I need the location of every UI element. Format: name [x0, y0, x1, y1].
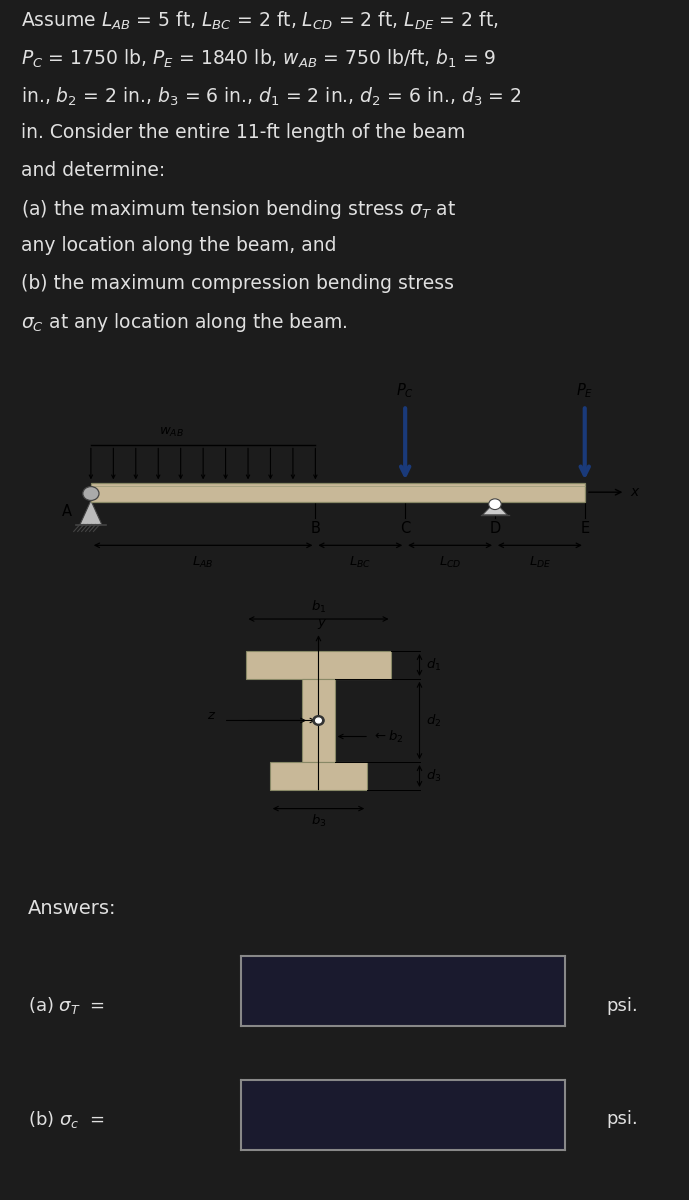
Text: D: D	[489, 521, 501, 535]
Text: B: B	[311, 521, 320, 535]
Polygon shape	[482, 502, 507, 515]
Text: $x$: $x$	[630, 485, 640, 499]
Circle shape	[489, 499, 501, 510]
Circle shape	[83, 486, 99, 500]
Text: (b) $\sigma_c$  =: (b) $\sigma_c$ =	[28, 1109, 104, 1129]
Bar	[245, 652, 391, 679]
Text: $L_{DE}$: $L_{DE}$	[528, 554, 551, 570]
Text: $d_3$: $d_3$	[426, 768, 441, 784]
Bar	[270, 762, 367, 790]
Bar	[91, 482, 585, 502]
Text: $L_{CD}$: $L_{CD}$	[439, 554, 462, 570]
Circle shape	[313, 715, 324, 725]
Text: $P_E$: $P_E$	[576, 382, 593, 400]
Text: $d_1$: $d_1$	[426, 656, 441, 673]
Text: A: A	[62, 504, 72, 520]
Text: Answers:: Answers:	[28, 899, 116, 918]
Text: $P_C$ = 1750 lb, $P_E$ = 1840 lb, $w_{AB}$ = 750 lb/ft, $b_1$ = 9: $P_C$ = 1750 lb, $P_E$ = 1840 lb, $w_{AB…	[21, 48, 496, 70]
Text: (a) $\sigma_T$  =: (a) $\sigma_T$ =	[28, 995, 105, 1016]
Text: $L_{AB}$: $L_{AB}$	[192, 554, 214, 570]
Text: $b_3$: $b_3$	[311, 812, 327, 829]
Bar	[302, 679, 335, 762]
Text: any location along the beam, and: any location along the beam, and	[21, 236, 336, 254]
Text: in., $b_2$ = 2 in., $b_3$ = 6 in., $d_1$ = 2 in., $d_2$ = 6 in., $d_3$ = 2: in., $b_2$ = 2 in., $b_3$ = 6 in., $d_1$…	[21, 85, 522, 108]
Text: y: y	[318, 616, 325, 629]
Text: psi.: psi.	[606, 1110, 638, 1128]
Text: $\sigma_C$ at any location along the beam.: $\sigma_C$ at any location along the bea…	[21, 311, 347, 334]
Text: and determine:: and determine:	[21, 161, 165, 180]
Text: E: E	[580, 521, 589, 535]
Text: $P_C$: $P_C$	[396, 382, 414, 400]
Text: z: z	[207, 709, 214, 721]
Circle shape	[316, 718, 321, 722]
Text: $b_1$: $b_1$	[311, 599, 326, 614]
Polygon shape	[80, 500, 102, 524]
Text: $w_{AB}$: $w_{AB}$	[159, 426, 185, 439]
Text: $L_{BC}$: $L_{BC}$	[349, 554, 371, 570]
Text: Assume $L_{AB}$ = 5 ft, $L_{BC}$ = 2 ft, $L_{CD}$ = 2 ft, $L_{DE}$ = 2 ft,: Assume $L_{AB}$ = 5 ft, $L_{BC}$ = 2 ft,…	[21, 10, 498, 32]
Text: (b) the maximum compression bending stress: (b) the maximum compression bending stre…	[21, 274, 453, 293]
Text: C: C	[400, 521, 410, 535]
Text: $\leftarrow b_2$: $\leftarrow b_2$	[372, 728, 404, 744]
Text: (a) the maximum tension bending stress $\sigma_T$ at: (a) the maximum tension bending stress $…	[21, 198, 456, 221]
Text: psi.: psi.	[606, 996, 638, 1014]
Text: in. Consider the entire 11-ft length of the beam: in. Consider the entire 11-ft length of …	[21, 122, 465, 142]
Text: $d_2$: $d_2$	[426, 713, 441, 728]
